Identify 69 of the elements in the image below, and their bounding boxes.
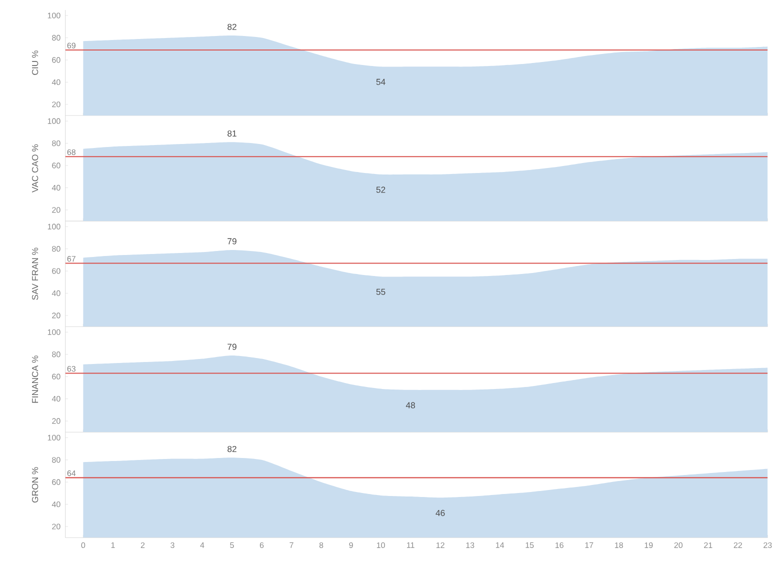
- y-tick-label: 40: [52, 79, 60, 86]
- y-axis-title: FINANCA %: [32, 356, 38, 403]
- x-tick-label: 16: [556, 542, 564, 548]
- y-tick-label: 100: [48, 12, 60, 18]
- annotation: 82: [228, 446, 236, 452]
- x-tick-label: 5: [230, 542, 234, 548]
- x-tick-label: 7: [290, 542, 294, 548]
- ref-line-label: 69: [67, 42, 76, 48]
- ref-line-label: 63: [67, 366, 76, 372]
- ref-line-label: 68: [67, 149, 76, 156]
- x-tick-label: 17: [585, 542, 594, 548]
- annotation: 54: [376, 78, 386, 85]
- y-tick-label: 80: [52, 457, 60, 463]
- y-tick-label: 100: [48, 224, 60, 230]
- x-tick-label: 21: [704, 542, 712, 548]
- y-axis-title: CIU %: [32, 50, 38, 75]
- y-tick-label: 20: [52, 207, 60, 213]
- annotation: 52: [376, 186, 386, 193]
- x-tick-label: 0: [81, 542, 86, 548]
- x-tick-label: 9: [349, 542, 353, 548]
- y-tick-label: 100: [48, 329, 60, 335]
- y-tick-label: 20: [52, 102, 60, 108]
- x-tick-label: 11: [407, 542, 414, 548]
- x-tick-label: 12: [436, 542, 444, 548]
- x-tick-label: 6: [260, 542, 264, 548]
- annotation: 79: [228, 344, 236, 350]
- x-tick-label: 3: [170, 542, 174, 548]
- x-tick-label: 15: [526, 542, 534, 548]
- x-tick-label: 8: [319, 542, 324, 548]
- y-tick-label: 60: [52, 479, 60, 485]
- x-tick-label: 2: [140, 542, 145, 548]
- x-tick-label: 4: [200, 542, 204, 548]
- ref-line-label: 67: [67, 256, 76, 262]
- x-tick-label: 10: [376, 542, 385, 548]
- x-tick-label: 19: [644, 542, 653, 548]
- y-tick-label: 100: [48, 434, 60, 441]
- y-tick-label: 80: [52, 246, 60, 252]
- annotation: 82: [228, 24, 236, 30]
- y-tick-label: 20: [52, 418, 60, 424]
- x-tick-label: 1: [111, 542, 115, 548]
- y-tick-label: 100: [48, 118, 60, 124]
- x-tick-label: 14: [496, 542, 504, 548]
- y-tick-label: 20: [52, 524, 60, 530]
- y-axis-title: GRON %: [32, 467, 38, 503]
- y-tick-label: 60: [52, 374, 60, 380]
- x-tick-label: 20: [674, 542, 683, 548]
- annotation: 81: [228, 130, 236, 137]
- x-tick-label: 22: [734, 542, 742, 548]
- y-tick-label: 60: [52, 268, 60, 274]
- y-axis-title: VAC CAO %: [32, 144, 38, 192]
- y-tick-label: 40: [52, 396, 60, 402]
- y-tick-label: 80: [52, 352, 60, 358]
- annotation: 48: [406, 402, 415, 408]
- y-tick-label: 20: [52, 312, 60, 318]
- x-tick-label: 18: [615, 542, 623, 548]
- y-tick-label: 60: [52, 162, 60, 168]
- annotation: 79: [228, 238, 236, 244]
- x-tick-label: 13: [466, 542, 474, 548]
- y-axis-title: SAV FRAN %: [32, 248, 38, 300]
- x-tick-label: 23: [764, 542, 772, 548]
- y-tick-label: 40: [52, 501, 60, 508]
- y-tick-label: 60: [52, 57, 60, 63]
- y-tick-label: 40: [52, 290, 60, 296]
- y-tick-label: 40: [52, 184, 60, 191]
- ref-line-label: 64: [67, 470, 76, 476]
- y-tick-label: 80: [52, 140, 60, 146]
- annotation: 55: [376, 288, 386, 295]
- y-tick-label: 80: [52, 34, 60, 41]
- annotation: 46: [436, 510, 445, 516]
